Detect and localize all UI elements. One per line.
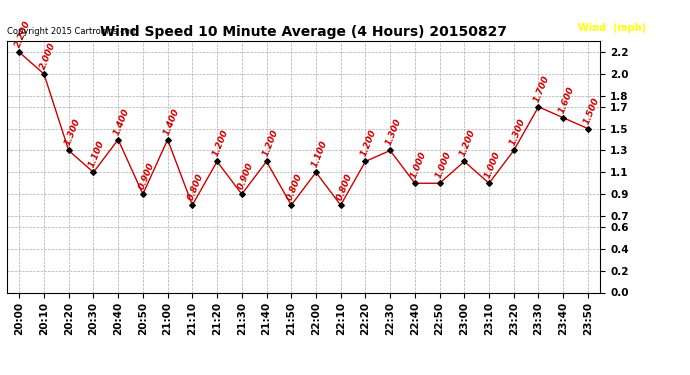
Point	[509, 147, 520, 153]
Point	[112, 136, 124, 142]
Text: 1.500: 1.500	[582, 96, 601, 125]
Text: 1.600: 1.600	[558, 85, 576, 114]
Text: 0.800: 0.800	[286, 172, 304, 202]
Point	[384, 147, 395, 153]
Text: 1.200: 1.200	[359, 129, 379, 158]
Point	[310, 170, 322, 176]
Point	[236, 191, 247, 197]
Point	[558, 115, 569, 121]
Text: 1.200: 1.200	[261, 129, 279, 158]
Text: 1.400: 1.400	[112, 106, 131, 136]
Text: Wind  (mph): Wind (mph)	[578, 23, 647, 33]
Point	[286, 202, 297, 208]
Text: 2.000: 2.000	[38, 41, 57, 71]
Text: 0.900: 0.900	[236, 161, 255, 191]
Point	[39, 71, 50, 77]
Point	[335, 202, 346, 208]
Point	[533, 104, 544, 110]
Text: 1.400: 1.400	[161, 106, 181, 136]
Point	[88, 170, 99, 176]
Text: 1.300: 1.300	[508, 117, 527, 147]
Point	[582, 126, 593, 132]
Text: 1.700: 1.700	[533, 74, 551, 104]
Text: 1.000: 1.000	[483, 150, 502, 180]
Point	[137, 191, 148, 197]
Point	[212, 158, 223, 164]
Point	[484, 180, 495, 186]
Text: 0.800: 0.800	[335, 172, 354, 202]
Text: 1.100: 1.100	[88, 140, 106, 169]
Point	[187, 202, 198, 208]
Point	[14, 49, 25, 55]
Text: 1.200: 1.200	[211, 129, 230, 158]
Text: Copyright 2015 Cartronics.com: Copyright 2015 Cartronics.com	[7, 27, 138, 36]
Text: 1.200: 1.200	[458, 129, 477, 158]
Point	[434, 180, 445, 186]
Text: 1.100: 1.100	[310, 140, 329, 169]
Point	[409, 180, 420, 186]
Point	[63, 147, 75, 153]
Point	[360, 158, 371, 164]
Text: 1.300: 1.300	[63, 117, 82, 147]
Text: 0.800: 0.800	[186, 172, 206, 202]
Title: Wind Speed 10 Minute Average (4 Hours) 20150827: Wind Speed 10 Minute Average (4 Hours) 2…	[100, 25, 507, 39]
Point	[261, 158, 272, 164]
Text: 0.900: 0.900	[137, 161, 156, 191]
Text: 1.000: 1.000	[434, 150, 453, 180]
Text: 1.300: 1.300	[384, 117, 403, 147]
Text: 1.000: 1.000	[409, 150, 428, 180]
Text: 2.200: 2.200	[13, 19, 32, 49]
Point	[459, 158, 470, 164]
Point	[162, 136, 173, 142]
